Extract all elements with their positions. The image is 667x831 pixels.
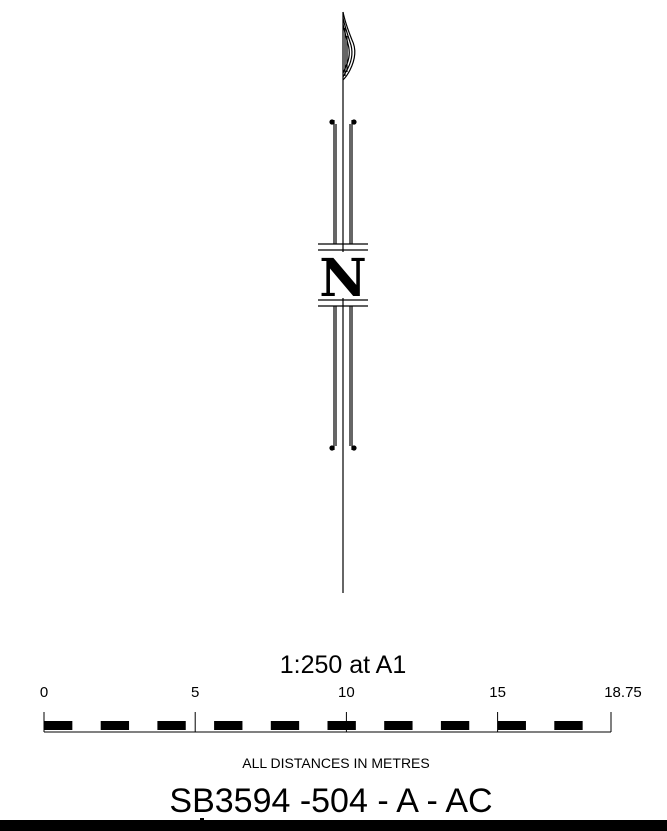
bottom-border-notch: [200, 818, 204, 831]
scale-segment: [384, 721, 413, 730]
scale-tick-label: 10: [338, 684, 355, 701]
scale-tick-label: 0: [40, 684, 48, 701]
scale-tick-label: 15: [489, 684, 506, 701]
scale-segment: [554, 721, 583, 730]
scale-segment: [497, 721, 526, 730]
scale-segment: [100, 721, 130, 730]
north-arrow: [318, 11, 368, 593]
units-note: ALL DISTANCES IN METRES: [242, 755, 429, 771]
scale-bar-segments: [44, 721, 583, 730]
drawing-reference: SB3594 -504 - A - AC: [169, 782, 492, 820]
scale-segment: [440, 721, 470, 730]
north-arrow-tip: [342, 11, 356, 81]
scale-bar: 1:250 at A1 0 5 10 15 18.75 ALL DISTANCES IN…: [40, 651, 642, 771]
bottom-border: [0, 820, 667, 831]
scale-tick-label: 18.75: [604, 684, 642, 701]
scale-segment: [157, 721, 186, 730]
north-letter: N: [319, 248, 367, 309]
scale-segment: [44, 721, 73, 730]
scale-ratio-label: 1:250 at A1: [280, 651, 407, 679]
scale-segment: [214, 721, 243, 730]
scale-segment: [270, 721, 300, 730]
scale-tick-label: 5: [191, 684, 199, 701]
scale-tick-labels: 0 5 10 15 18.75: [40, 684, 642, 701]
scale-segment: [327, 721, 356, 730]
